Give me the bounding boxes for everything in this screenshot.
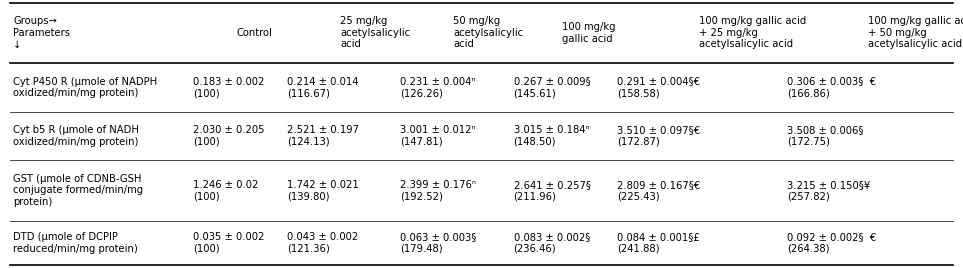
Text: 3.510 ± 0.097§€
(172.87): 3.510 ± 0.097§€ (172.87) [617,125,700,147]
Text: 0.083 ± 0.002§
(236.46): 0.083 ± 0.002§ (236.46) [513,232,590,254]
Text: 2.030 ± 0.205
(100): 2.030 ± 0.205 (100) [193,125,264,147]
Text: Cyt b5 R (µmole of NADH
oxidized/min/mg protein): Cyt b5 R (µmole of NADH oxidized/min/mg … [13,125,140,147]
Text: 3.015 ± 0.184ⁿ
(148.50): 3.015 ± 0.184ⁿ (148.50) [513,125,589,147]
Text: 0.035 ± 0.002
(100): 0.035 ± 0.002 (100) [193,232,264,254]
Text: Control: Control [236,28,272,38]
Text: 0.183 ± 0.002
(100): 0.183 ± 0.002 (100) [193,77,264,98]
Text: 2.399 ± 0.176ⁿ
(192.52): 2.399 ± 0.176ⁿ (192.52) [401,180,477,201]
Text: 3.001 ± 0.012ⁿ
(147.81): 3.001 ± 0.012ⁿ (147.81) [401,125,476,147]
Text: 1.742 ± 0.021
(139.80): 1.742 ± 0.021 (139.80) [287,180,359,201]
Text: 100 mg/kg gallic acid
+ 25 mg/kg
acetylsalicylic acid: 100 mg/kg gallic acid + 25 mg/kg acetyls… [698,16,806,50]
Text: 0.214 ± 0.014
(116.67): 0.214 ± 0.014 (116.67) [287,77,358,98]
Text: 0.291 ± 0.004§€
(158.58): 0.291 ± 0.004§€ (158.58) [617,77,700,98]
Text: 2.809 ± 0.167§€
(225.43): 2.809 ± 0.167§€ (225.43) [617,180,701,201]
Text: 2.521 ± 0.197
(124.13): 2.521 ± 0.197 (124.13) [287,125,359,147]
Text: 100 mg/kg gallic acid
+ 50 mg/kg
acetylsalicylic acid: 100 mg/kg gallic acid + 50 mg/kg acetyls… [869,16,963,50]
Text: 50 mg/kg
acetylsalicylic
acid: 50 mg/kg acetylsalicylic acid [454,16,523,50]
Text: 0.043 ± 0.002
(121.36): 0.043 ± 0.002 (121.36) [287,232,358,254]
Text: 1.246 ± 0.02
(100): 1.246 ± 0.02 (100) [193,180,258,201]
Text: 0.306 ± 0.003§  €
(166.86): 0.306 ± 0.003§ € (166.86) [788,77,876,98]
Text: DTD (µmole of DCPIP
reduced/min/mg protein): DTD (µmole of DCPIP reduced/min/mg prote… [13,232,138,254]
Text: 0.267 ± 0.009§
(145.61): 0.267 ± 0.009§ (145.61) [513,77,590,98]
Text: 3.215 ± 0.150§¥
(257.82): 3.215 ± 0.150§¥ (257.82) [788,180,871,201]
Text: 100 mg/kg
gallic acid: 100 mg/kg gallic acid [561,22,615,44]
Text: 0.063 ± 0.003§
(179.48): 0.063 ± 0.003§ (179.48) [401,232,477,254]
Text: Groups→
Parameters
↓: Groups→ Parameters ↓ [13,16,70,50]
Text: 25 mg/kg
acetylsalicylic
acid: 25 mg/kg acetylsalicylic acid [340,16,410,50]
Text: 0.084 ± 0.001§£
(241.88): 0.084 ± 0.001§£ (241.88) [617,232,700,254]
Text: 0.231 ± 0.004ⁿ
(126.26): 0.231 ± 0.004ⁿ (126.26) [401,77,476,98]
Text: GST (µmole of CDNB-GSH
conjugate formed/min/mg
protein): GST (µmole of CDNB-GSH conjugate formed/… [13,174,143,207]
Text: Cyt P450 R (µmole of NADPH
oxidized/min/mg protein): Cyt P450 R (µmole of NADPH oxidized/min/… [13,77,158,98]
Text: 0.092 ± 0.002§  €
(264.38): 0.092 ± 0.002§ € (264.38) [788,232,876,254]
Text: 3.508 ± 0.006§
(172.75): 3.508 ± 0.006§ (172.75) [788,125,864,147]
Text: 2.641 ± 0.257§
(211.96): 2.641 ± 0.257§ (211.96) [513,180,590,201]
